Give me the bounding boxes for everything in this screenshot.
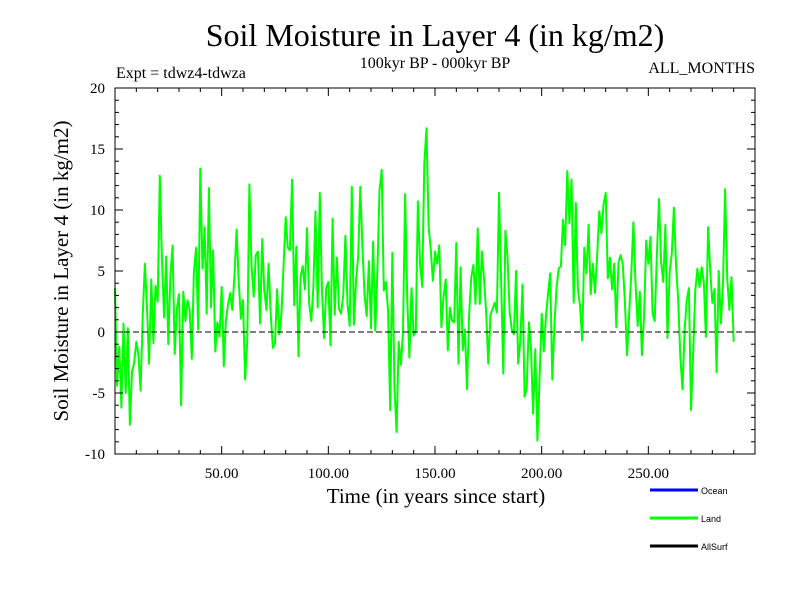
legend-label-allsurf: AllSurf <box>701 542 728 552</box>
x-tick-label: 50.00 <box>205 466 239 482</box>
legend-label-land: Land <box>701 514 721 524</box>
series-line-land <box>114 127 735 442</box>
y-axis-label: Soil Moisture in Layer 4 (in kg/m2) <box>49 121 73 422</box>
x-tick-label: 200.00 <box>521 466 562 482</box>
x-tick-label: 150.00 <box>414 466 455 482</box>
legend-label-ocean: Ocean <box>701 486 728 496</box>
legend: Ocean Land AllSurf <box>650 486 728 552</box>
y-tick-label: 0 <box>98 325 106 341</box>
y-tick-label: 15 <box>90 142 105 158</box>
series-layer <box>114 127 735 442</box>
y-axis-ticks: -10 -5 0 5 10 15 20 <box>85 81 755 463</box>
y-tick-label: 10 <box>90 203 105 219</box>
x-axis-ticks: 50.00 100.00 150.00 200.00 250.00 <box>135 88 735 482</box>
experiment-label: Expt = tdwz4-tdwza <box>116 65 246 82</box>
y-tick-label: -5 <box>93 386 106 402</box>
y-tick-label: -10 <box>85 447 105 463</box>
y-tick-label: 20 <box>90 81 105 97</box>
months-label: ALL_MONTHS <box>648 60 755 77</box>
chart-title: Soil Moisture in Layer 4 (in kg/m2) <box>206 17 665 53</box>
plot-area: 50.00 100.00 150.00 200.00 250.00 -10 -5 0 5 10 1… <box>85 81 756 482</box>
chart-subtitle: 100kyr BP - 000kyr BP <box>360 55 511 72</box>
x-axis-label: Time (in years since start) <box>327 484 546 508</box>
x-tick-label: 100.00 <box>308 466 349 482</box>
x-tick-label: 250.00 <box>628 466 669 482</box>
y-tick-label: 5 <box>98 264 106 280</box>
